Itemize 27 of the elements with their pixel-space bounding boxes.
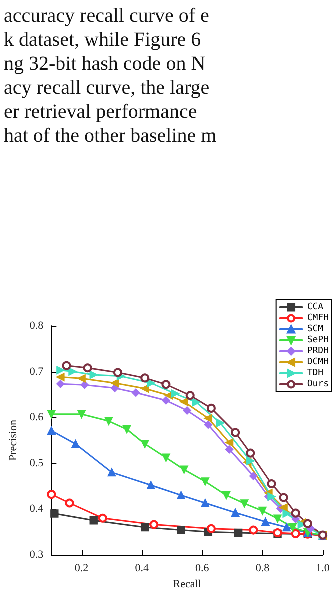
text: hat of the other baseline m [4,125,218,147]
y-tick-label: 0.5 [30,457,44,470]
x-tick-label: 0.2 [74,562,89,574]
y-tick-label: 0.7 [30,366,44,378]
legend-label: SCM [307,324,324,334]
y-tick-label: 0.6 [30,412,44,424]
legend-label: Ours [307,380,330,390]
legend-label: DCMH [307,358,330,368]
text: accuracy recall curve of e [4,5,210,27]
text: er retrieval performance [4,101,198,123]
legend-label: SePH [307,336,330,346]
y-tick-label: 0.3 [30,549,44,561]
text: acy recall curve, the large [4,77,210,99]
y-tick-label: 0.4 [30,503,44,516]
x-axis-title: Recall [173,578,202,590]
y-axis-title: Precision [8,420,20,461]
x-tick-label: 0.8 [256,562,270,574]
legend-label: TDH [307,368,324,378]
legend-label: CCA [307,302,324,312]
text: k dataset, while Figure 6 [4,29,202,51]
x-tick-label: 0.6 [196,562,210,574]
text: ng 32-bit hash code on N [4,53,206,75]
x-tick-label: 0.4 [135,562,150,574]
legend-label: PRDH [307,346,330,356]
x-tick-label: 1.0 [316,562,330,574]
y-tick-label: 0.8 [30,320,44,332]
legend-label: CMFH [307,314,330,324]
